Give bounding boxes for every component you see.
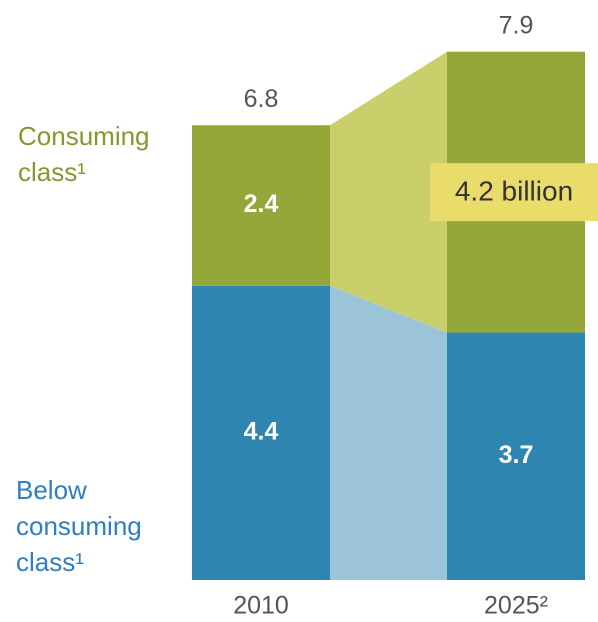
value-label: 2.4 bbox=[244, 190, 279, 218]
total-label: 7.9 bbox=[499, 11, 534, 39]
connector bbox=[330, 285, 447, 580]
x-tick-label: 2010 bbox=[233, 592, 289, 620]
bar bbox=[192, 285, 330, 580]
value-label: 4.4 bbox=[244, 417, 279, 445]
legend-consuming: Consuming class¹ bbox=[18, 121, 150, 187]
value-label: 3.7 bbox=[499, 441, 534, 469]
connector bbox=[330, 51, 447, 333]
total-label: 6.8 bbox=[244, 85, 279, 113]
value-label: 4.2 billion bbox=[455, 176, 573, 207]
x-tick-label: 2025² bbox=[484, 592, 548, 620]
bar bbox=[192, 125, 330, 286]
label-box bbox=[430, 163, 598, 222]
legend-below: Below consuming class¹ bbox=[16, 475, 142, 577]
bar bbox=[447, 332, 585, 580]
